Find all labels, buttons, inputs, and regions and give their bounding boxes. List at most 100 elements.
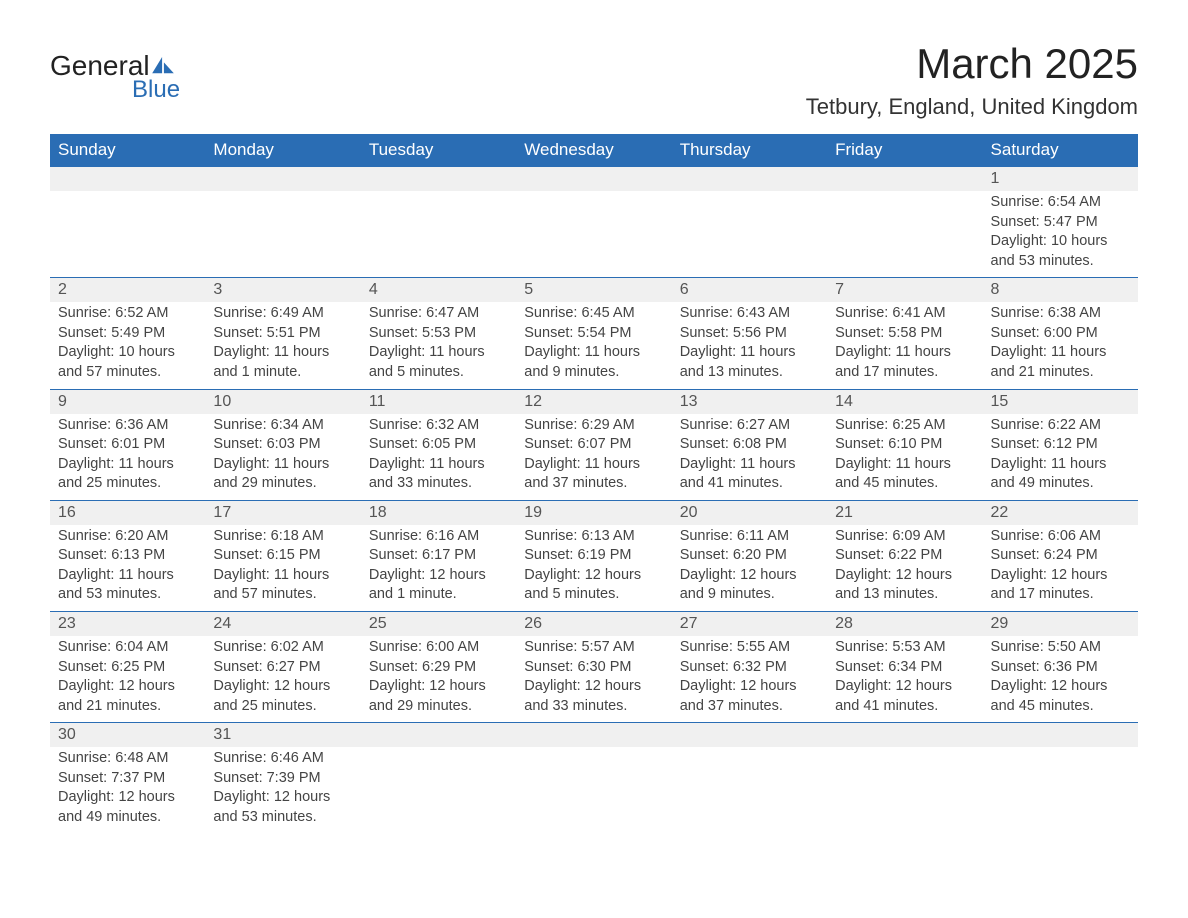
daylight-text: Daylight: 12 hours and 17 minutes. xyxy=(991,566,1130,605)
location: Tetbury, England, United Kingdom xyxy=(806,94,1138,120)
day-data-cell: Sunrise: 6:54 AMSunset: 5:47 PMDaylight:… xyxy=(983,191,1138,278)
brand-name-b: Blue xyxy=(132,76,180,104)
day-data-cell: Sunrise: 6:04 AMSunset: 6:25 PMDaylight:… xyxy=(50,636,205,723)
day-number-cell: 9 xyxy=(50,389,205,414)
sunrise-text: Sunrise: 5:50 AM xyxy=(991,638,1130,658)
sunrise-text: Sunrise: 6:20 AM xyxy=(58,527,197,547)
day-data-cell: Sunrise: 6:45 AMSunset: 5:54 PMDaylight:… xyxy=(516,302,671,389)
day-number-cell: 8 xyxy=(983,278,1138,303)
day-number-cell: 13 xyxy=(672,389,827,414)
daylight-text: Daylight: 11 hours and 25 minutes. xyxy=(58,455,197,494)
day-number-row: 1 xyxy=(50,167,1138,192)
daylight-text: Daylight: 10 hours and 53 minutes. xyxy=(991,232,1130,271)
sunset-text: Sunset: 7:39 PM xyxy=(213,769,352,789)
weekday-header: Thursday xyxy=(672,134,827,167)
day-data-cell: Sunrise: 6:47 AMSunset: 5:53 PMDaylight:… xyxy=(361,302,516,389)
day-data-cell: Sunrise: 6:36 AMSunset: 6:01 PMDaylight:… xyxy=(50,414,205,501)
day-number-cell: 21 xyxy=(827,500,982,525)
sunset-text: Sunset: 6:08 PM xyxy=(680,435,819,455)
day-data-cell: Sunrise: 6:32 AMSunset: 6:05 PMDaylight:… xyxy=(361,414,516,501)
day-data-cell xyxy=(827,191,982,278)
day-data-cell: Sunrise: 6:38 AMSunset: 6:00 PMDaylight:… xyxy=(983,302,1138,389)
day-number-row: 3031 xyxy=(50,723,1138,748)
day-number-cell xyxy=(827,723,982,748)
day-data-cell xyxy=(827,747,982,833)
daylight-text: Daylight: 12 hours and 1 minute. xyxy=(369,566,508,605)
sunrise-text: Sunrise: 5:55 AM xyxy=(680,638,819,658)
sunrise-text: Sunrise: 6:49 AM xyxy=(213,304,352,324)
weekday-header: Sunday xyxy=(50,134,205,167)
day-data-cell: Sunrise: 6:16 AMSunset: 6:17 PMDaylight:… xyxy=(361,525,516,612)
weekday-header: Saturday xyxy=(983,134,1138,167)
sunset-text: Sunset: 6:30 PM xyxy=(524,658,663,678)
daylight-text: Daylight: 11 hours and 21 minutes. xyxy=(991,343,1130,382)
day-number-cell xyxy=(50,167,205,192)
day-number-cell xyxy=(361,167,516,192)
daylight-text: Daylight: 12 hours and 9 minutes. xyxy=(680,566,819,605)
daylight-text: Daylight: 12 hours and 53 minutes. xyxy=(213,788,352,827)
sunset-text: Sunset: 5:58 PM xyxy=(835,324,974,344)
day-number-cell xyxy=(516,167,671,192)
sunset-text: Sunset: 5:56 PM xyxy=(680,324,819,344)
daylight-text: Daylight: 11 hours and 5 minutes. xyxy=(369,343,508,382)
day-number-cell xyxy=(361,723,516,748)
day-number-row: 2345678 xyxy=(50,278,1138,303)
day-data-cell: Sunrise: 6:09 AMSunset: 6:22 PMDaylight:… xyxy=(827,525,982,612)
day-data-cell: Sunrise: 6:27 AMSunset: 6:08 PMDaylight:… xyxy=(672,414,827,501)
sunset-text: Sunset: 5:49 PM xyxy=(58,324,197,344)
daylight-text: Daylight: 12 hours and 5 minutes. xyxy=(524,566,663,605)
header: General Blue March 2025 Tetbury, England… xyxy=(50,40,1138,126)
day-data-cell: Sunrise: 6:48 AMSunset: 7:37 PMDaylight:… xyxy=(50,747,205,833)
daylight-text: Daylight: 12 hours and 21 minutes. xyxy=(58,677,197,716)
sunset-text: Sunset: 6:19 PM xyxy=(524,546,663,566)
sunset-text: Sunset: 6:17 PM xyxy=(369,546,508,566)
day-data-cell: Sunrise: 6:20 AMSunset: 6:13 PMDaylight:… xyxy=(50,525,205,612)
day-data-cell: Sunrise: 6:11 AMSunset: 6:20 PMDaylight:… xyxy=(672,525,827,612)
day-number-cell: 22 xyxy=(983,500,1138,525)
sunrise-text: Sunrise: 6:27 AM xyxy=(680,416,819,436)
sunset-text: Sunset: 6:22 PM xyxy=(835,546,974,566)
sunset-text: Sunset: 7:37 PM xyxy=(58,769,197,789)
weekday-header: Wednesday xyxy=(516,134,671,167)
day-number-cell xyxy=(827,167,982,192)
day-data-row: Sunrise: 6:36 AMSunset: 6:01 PMDaylight:… xyxy=(50,414,1138,501)
daylight-text: Daylight: 11 hours and 57 minutes. xyxy=(213,566,352,605)
day-data-cell: Sunrise: 6:18 AMSunset: 6:15 PMDaylight:… xyxy=(205,525,360,612)
daylight-text: Daylight: 11 hours and 29 minutes. xyxy=(213,455,352,494)
sunrise-text: Sunrise: 6:00 AM xyxy=(369,638,508,658)
day-data-cell: Sunrise: 6:00 AMSunset: 6:29 PMDaylight:… xyxy=(361,636,516,723)
day-number-cell: 17 xyxy=(205,500,360,525)
daylight-text: Daylight: 11 hours and 49 minutes. xyxy=(991,455,1130,494)
day-number-cell: 2 xyxy=(50,278,205,303)
daylight-text: Daylight: 11 hours and 9 minutes. xyxy=(524,343,663,382)
sunset-text: Sunset: 6:29 PM xyxy=(369,658,508,678)
daylight-text: Daylight: 12 hours and 49 minutes. xyxy=(58,788,197,827)
day-data-cell xyxy=(672,747,827,833)
day-number-cell xyxy=(672,167,827,192)
sunrise-text: Sunrise: 6:18 AM xyxy=(213,527,352,547)
daylight-text: Daylight: 11 hours and 33 minutes. xyxy=(369,455,508,494)
day-number-cell: 3 xyxy=(205,278,360,303)
day-number-cell: 15 xyxy=(983,389,1138,414)
day-data-cell: Sunrise: 6:22 AMSunset: 6:12 PMDaylight:… xyxy=(983,414,1138,501)
day-data-cell: Sunrise: 5:55 AMSunset: 6:32 PMDaylight:… xyxy=(672,636,827,723)
day-data-cell xyxy=(672,191,827,278)
sail-icon xyxy=(152,57,174,75)
page-title: March 2025 xyxy=(806,40,1138,88)
day-data-cell xyxy=(50,191,205,278)
day-data-cell: Sunrise: 6:06 AMSunset: 6:24 PMDaylight:… xyxy=(983,525,1138,612)
day-number-cell: 28 xyxy=(827,612,982,637)
day-data-cell xyxy=(983,747,1138,833)
day-data-row: Sunrise: 6:20 AMSunset: 6:13 PMDaylight:… xyxy=(50,525,1138,612)
sunset-text: Sunset: 6:27 PM xyxy=(213,658,352,678)
sunset-text: Sunset: 6:10 PM xyxy=(835,435,974,455)
day-number-cell: 29 xyxy=(983,612,1138,637)
day-number-cell: 23 xyxy=(50,612,205,637)
daylight-text: Daylight: 11 hours and 1 minute. xyxy=(213,343,352,382)
sunrise-text: Sunrise: 6:47 AM xyxy=(369,304,508,324)
day-data-cell xyxy=(516,191,671,278)
daylight-text: Daylight: 12 hours and 29 minutes. xyxy=(369,677,508,716)
daylight-text: Daylight: 11 hours and 53 minutes. xyxy=(58,566,197,605)
day-data-cell: Sunrise: 6:13 AMSunset: 6:19 PMDaylight:… xyxy=(516,525,671,612)
daylight-text: Daylight: 11 hours and 45 minutes. xyxy=(835,455,974,494)
